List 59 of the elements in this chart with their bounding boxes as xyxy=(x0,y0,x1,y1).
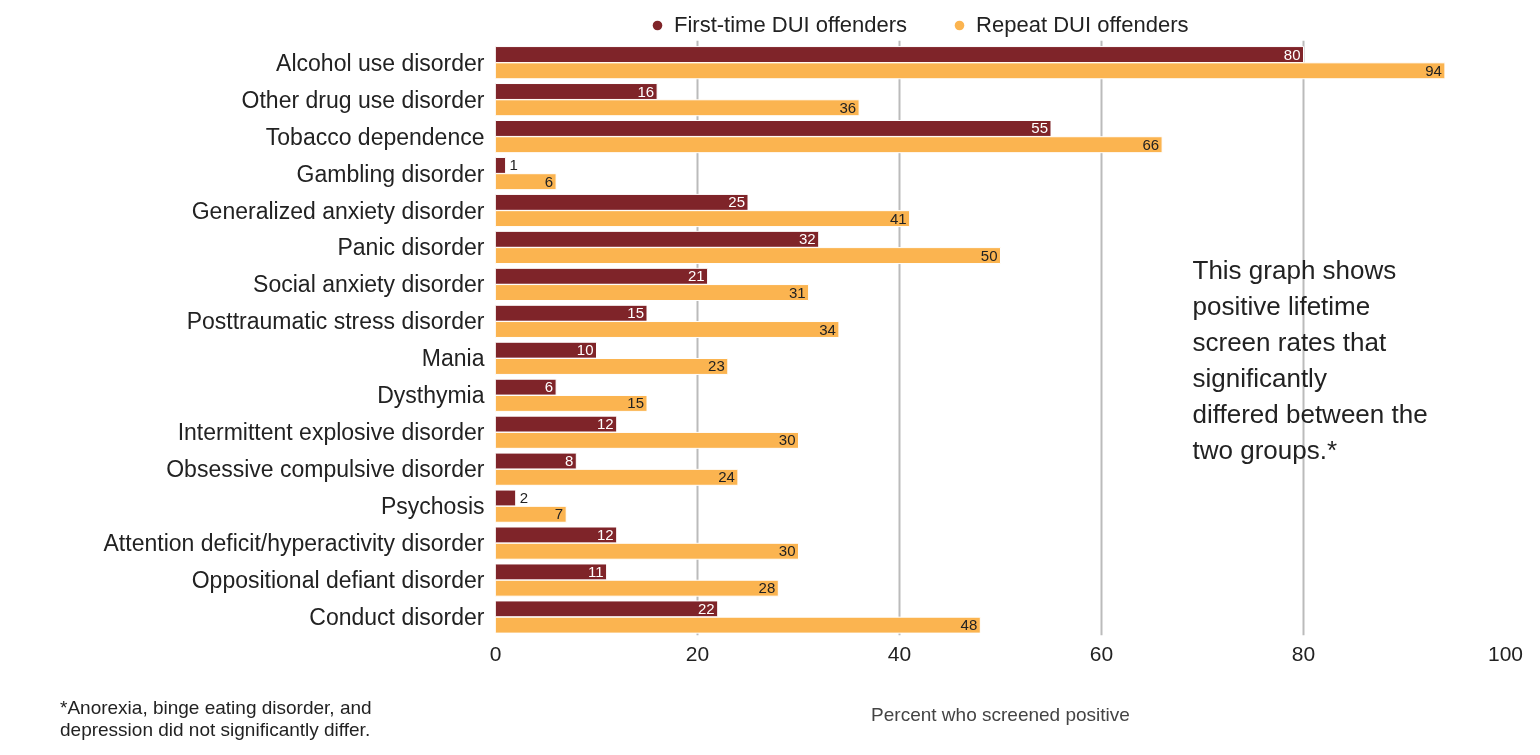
data-label: 24 xyxy=(718,468,735,486)
y-tick-label: Conduct disorder xyxy=(309,604,485,631)
y-tick-label: Psychosis xyxy=(380,493,485,520)
data-label: 10 xyxy=(576,341,594,359)
legend-label: First-time DUI offenders xyxy=(674,12,908,38)
data-label: 55 xyxy=(1031,119,1048,137)
x-tick-label: 0 xyxy=(489,641,502,665)
data-label: 30 xyxy=(778,542,796,560)
data-label: 11 xyxy=(588,562,604,580)
y-tick-label: Panic disorder xyxy=(337,234,485,261)
y-tick-label: Mania xyxy=(421,345,485,372)
data-label: 50 xyxy=(980,246,998,264)
y-tick-label: Social anxiety disorder xyxy=(253,271,485,298)
data-label: 94 xyxy=(1425,61,1442,79)
data-label: 34 xyxy=(819,320,836,338)
data-label: 6 xyxy=(544,378,554,396)
y-tick-label: Oppositional defiant disorder xyxy=(191,567,485,594)
y-tick-label: Intermittent explosive disorder xyxy=(177,419,485,446)
data-label: 41 xyxy=(889,209,907,227)
y-tick-label: Obsessive compulsive disorder xyxy=(166,456,485,483)
y-tick-label: Dysthymia xyxy=(377,382,485,409)
y-tick-label: Attention deficit/hyperactivity disorder xyxy=(103,530,485,557)
data-label: 25 xyxy=(728,193,745,211)
x-tick-label: 60 xyxy=(1089,641,1114,665)
data-label: 36 xyxy=(839,98,857,116)
data-label: 7 xyxy=(554,505,564,523)
data-label: 8 xyxy=(564,452,574,470)
data-label: 12 xyxy=(597,525,614,543)
data-label: 32 xyxy=(799,230,816,248)
x-tick-label: 20 xyxy=(685,641,710,665)
x-tick-label: 100 xyxy=(1487,641,1524,665)
annotation: This graph shows positive lifetime screen rates that significantly differed between the two groups.* xyxy=(1192,254,1428,465)
data-label: 31 xyxy=(788,283,806,301)
y-tick-label: Other drug use disorder xyxy=(241,86,485,113)
data-label: 15 xyxy=(627,394,644,412)
data-label: 66 xyxy=(1142,135,1160,153)
y-tick-label: Alcohol use disorder xyxy=(276,49,485,76)
y-tick-label: Gambling disorder xyxy=(296,160,485,187)
data-label: 15 xyxy=(627,304,644,322)
data-label: 22 xyxy=(698,599,715,617)
legend-label: Repeat DUI offenders xyxy=(976,12,1189,38)
y-tick-label: Posttraumatic stress disorder xyxy=(186,308,485,335)
data-label: 21 xyxy=(687,267,705,285)
x-axis-title: Percent who screened positive xyxy=(871,703,1130,725)
data-label: 23 xyxy=(708,357,725,375)
data-label: 28 xyxy=(758,579,776,597)
data-label: 1 xyxy=(509,156,518,174)
data-label: 16 xyxy=(637,82,655,100)
data-label: 30 xyxy=(778,431,796,449)
data-label: 80 xyxy=(1283,45,1301,63)
x-tick-label: 40 xyxy=(887,641,912,665)
data-label: 48 xyxy=(960,616,978,634)
data-label: 2 xyxy=(519,489,529,507)
x-tick-label: 80 xyxy=(1291,641,1316,665)
data-label: 12 xyxy=(597,415,614,433)
text: *Anorexia, binge eating disorder, and depression did not significantly differ. xyxy=(60,697,372,741)
data-label: 6 xyxy=(544,172,554,190)
y-tick-label: Tobacco dependence xyxy=(265,123,485,150)
y-tick-label: Generalized anxiety disorder xyxy=(191,197,485,224)
